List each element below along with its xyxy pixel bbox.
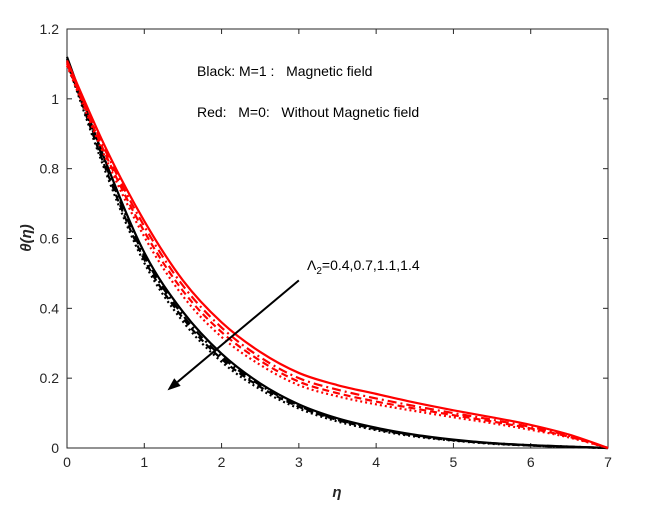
y-tick-label: 0.6 (40, 231, 60, 247)
lambda-subscript: 2 (316, 266, 322, 277)
lambda-symbol: Λ (307, 257, 317, 273)
series-line-black-4 (65, 61, 609, 450)
x-tick-label: 3 (295, 454, 303, 470)
series-line-red-4 (65, 65, 609, 450)
y-tick-label: 1 (51, 91, 59, 107)
series-line-red-1 (65, 59, 609, 450)
y-tick-label: 1.2 (40, 21, 60, 37)
y-axis-label: θ(η) (18, 224, 35, 252)
x-tick-label: 6 (527, 454, 535, 470)
arrow-head (167, 378, 181, 391)
red-legend-text: Red: M=0: Without Magnetic field (197, 104, 419, 120)
arrow-label: Λ2=0.4,0.7,1.1,1.4 (307, 257, 420, 277)
arrow-shaft (176, 279, 300, 383)
x-axis-label: η (332, 484, 341, 501)
x-tick-label: 5 (450, 454, 458, 470)
series-group (65, 56, 609, 450)
x-tick-label: 1 (140, 454, 148, 470)
y-tick-label: 0.4 (40, 300, 60, 316)
lambda-values: =0.4,0.7,1.1,1.4 (322, 257, 420, 273)
x-tick-labels: 0 1 2 3 4 5 6 7 (63, 454, 612, 470)
black-legend-text: Black: M=1 : Magnetic field (197, 63, 372, 79)
x-tick-label: 7 (604, 454, 612, 470)
y-tick-label: 0.8 (40, 161, 60, 177)
y-tick-label: 0 (51, 440, 59, 456)
x-tick-label: 4 (372, 454, 380, 470)
x-tick-label: 2 (218, 454, 226, 470)
plot-area (66, 28, 609, 449)
y-tick-labels: 0 0.2 0.4 0.6 0.8 1 1.2 (40, 21, 60, 456)
x-tick-label: 0 (63, 454, 71, 470)
y-tick-label: 0.2 (40, 370, 60, 386)
